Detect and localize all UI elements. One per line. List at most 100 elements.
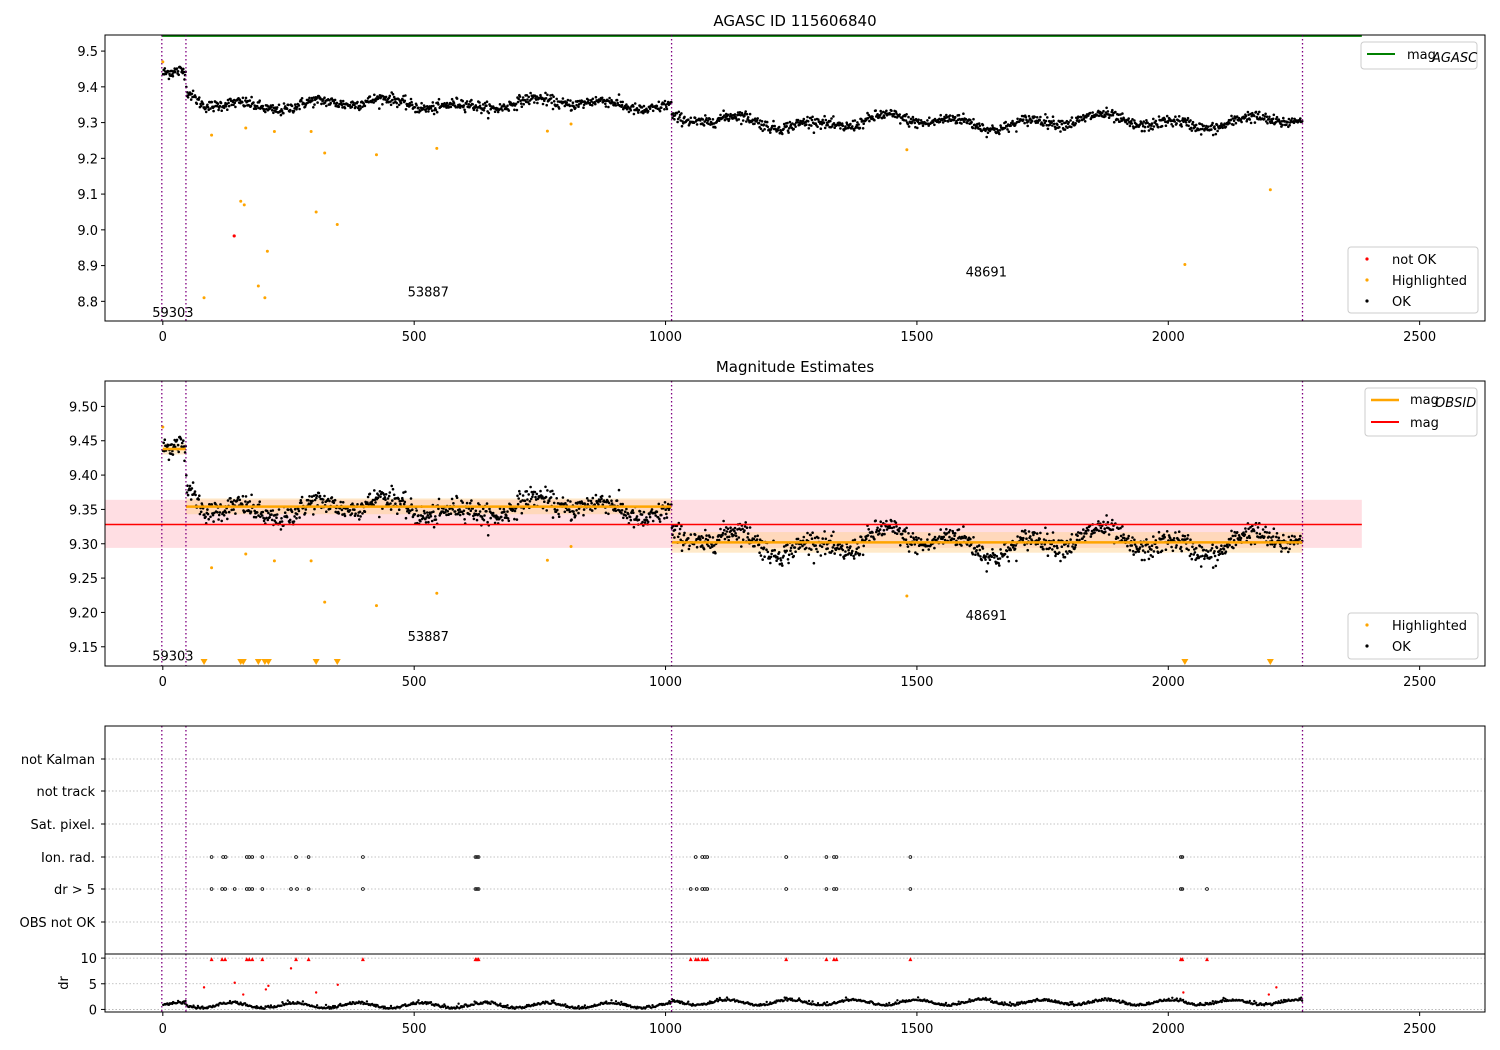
out-of-range-marker bbox=[239, 659, 247, 665]
ok-point bbox=[1160, 549, 1164, 553]
legend-box bbox=[1360, 41, 1478, 70]
highlighted-point bbox=[1183, 815, 1186, 818]
ok-point bbox=[501, 519, 504, 522]
ok-point bbox=[179, 66, 183, 70]
ok-point bbox=[583, 502, 586, 505]
ok-point bbox=[604, 511, 608, 515]
ok-point bbox=[962, 120, 966, 123]
ok-point bbox=[1063, 555, 1067, 559]
ok-point bbox=[189, 98, 193, 101]
dr-point bbox=[285, 1003, 289, 1006]
ok-point bbox=[852, 557, 856, 560]
ok-point bbox=[470, 499, 473, 502]
ok-point bbox=[561, 496, 565, 499]
ok-point bbox=[1214, 132, 1218, 136]
x-tick-label: 500 bbox=[402, 330, 427, 345]
ok-point bbox=[979, 555, 982, 558]
ok-point bbox=[1128, 548, 1132, 552]
ok-point bbox=[491, 511, 495, 515]
ok-point bbox=[621, 100, 624, 104]
ok-point bbox=[1066, 126, 1069, 129]
ok-point bbox=[1044, 526, 1047, 530]
ok-point bbox=[1080, 115, 1083, 119]
ok-point bbox=[786, 558, 790, 561]
ok-point bbox=[733, 113, 737, 116]
highlighted-point bbox=[256, 284, 260, 288]
dr-point bbox=[816, 1002, 820, 1005]
ok-point bbox=[526, 498, 529, 501]
ok-point bbox=[381, 103, 384, 106]
ok-point bbox=[1076, 534, 1079, 537]
ok-point bbox=[503, 516, 507, 519]
ok-point bbox=[1090, 532, 1093, 536]
ok-point bbox=[745, 112, 749, 116]
ok-point bbox=[1234, 534, 1237, 537]
dr-point bbox=[300, 1003, 304, 1006]
ok-point bbox=[895, 525, 898, 528]
ok-point bbox=[432, 525, 436, 529]
ok-point bbox=[587, 98, 590, 102]
ok-point bbox=[188, 91, 192, 94]
ok-point bbox=[1209, 549, 1212, 552]
ok-point bbox=[474, 509, 478, 513]
ok-point bbox=[1266, 122, 1269, 125]
ok-point bbox=[637, 518, 641, 522]
ok-point bbox=[781, 564, 784, 567]
ok-point bbox=[1157, 530, 1161, 534]
not-ok-point bbox=[232, 234, 236, 238]
ok-point bbox=[258, 99, 262, 102]
ok-point bbox=[753, 535, 757, 538]
ok-point bbox=[936, 537, 940, 540]
ok-point bbox=[432, 104, 435, 108]
ok-point bbox=[186, 484, 189, 488]
ok-point bbox=[655, 510, 659, 514]
ok-point bbox=[1248, 536, 1252, 539]
ok-point bbox=[763, 555, 766, 558]
ok-point bbox=[1199, 565, 1203, 568]
ok-point bbox=[461, 501, 465, 504]
ok-point bbox=[1269, 121, 1272, 125]
ok-point bbox=[864, 537, 868, 541]
ok-point bbox=[615, 98, 619, 102]
ok-point bbox=[1231, 117, 1235, 120]
ok-point bbox=[1140, 129, 1144, 133]
ok-point bbox=[1023, 543, 1026, 547]
ok-point bbox=[888, 112, 892, 116]
ok-point bbox=[1060, 122, 1064, 126]
ok-point bbox=[378, 107, 381, 110]
ok-point bbox=[233, 101, 237, 104]
ok-point bbox=[518, 95, 522, 98]
ok-point bbox=[527, 493, 530, 496]
ok-point bbox=[943, 119, 947, 122]
ok-point bbox=[303, 511, 307, 515]
ok-point bbox=[1162, 533, 1166, 537]
ok-point bbox=[1157, 115, 1161, 118]
ok-point bbox=[186, 91, 189, 94]
ok-point bbox=[1132, 553, 1135, 556]
ok-point bbox=[1220, 544, 1223, 547]
ok-point bbox=[673, 528, 677, 532]
ok-point bbox=[746, 532, 750, 535]
highlighted-point bbox=[309, 559, 313, 563]
ok-point bbox=[448, 507, 451, 511]
ok-point bbox=[1190, 557, 1194, 561]
ok-point bbox=[1061, 119, 1064, 123]
ok-point bbox=[1165, 530, 1169, 533]
y-tick-label: 9.35 bbox=[69, 503, 98, 518]
ok-point bbox=[714, 551, 717, 555]
ok-point bbox=[642, 510, 646, 514]
ok-point bbox=[993, 556, 996, 559]
flag-point bbox=[209, 855, 214, 859]
ok-point bbox=[587, 499, 590, 502]
ok-point bbox=[1224, 125, 1228, 128]
ok-point bbox=[384, 498, 387, 502]
ok-point bbox=[628, 515, 632, 519]
ok-point bbox=[1154, 119, 1158, 123]
flag-point bbox=[824, 855, 829, 859]
ok-point bbox=[465, 102, 468, 105]
ok-point bbox=[1172, 537, 1176, 540]
dr-point bbox=[887, 1004, 890, 1007]
ok-point bbox=[297, 509, 301, 513]
ok-point bbox=[1087, 529, 1090, 532]
